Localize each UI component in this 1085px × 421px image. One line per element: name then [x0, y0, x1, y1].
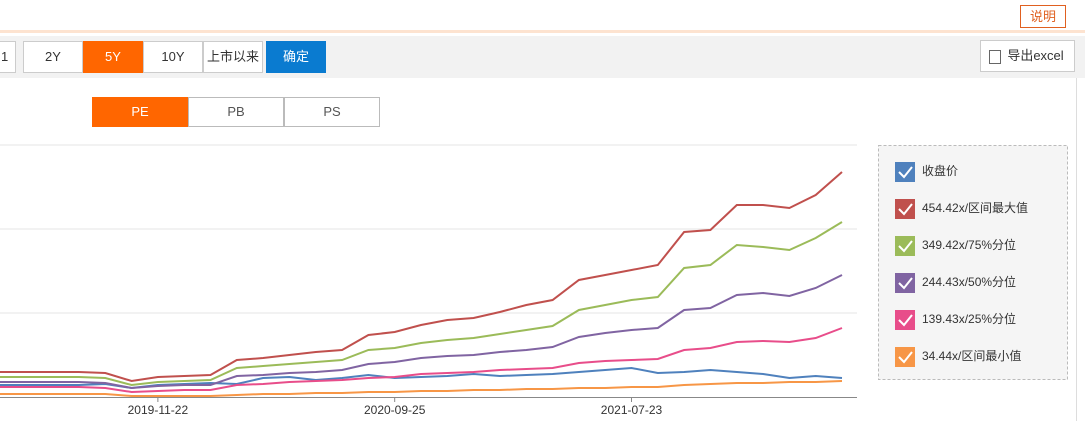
check-mark: [898, 166, 913, 179]
range-button[interactable]: 2Y: [23, 41, 83, 73]
divider: [1076, 78, 1077, 421]
export-label: 导出excel: [1007, 48, 1064, 63]
line: [0, 327, 843, 394]
date-input[interactable]: 1: [0, 41, 16, 73]
legend-checkbox[interactable]: [895, 273, 915, 293]
line: [0, 171, 843, 383]
line: [0, 221, 843, 387]
line: [0, 366, 843, 390]
legend-checkbox[interactable]: [895, 199, 915, 219]
legend-checkbox[interactable]: [895, 236, 915, 256]
x-tick-label: 2020-09-25: [364, 403, 426, 417]
range-button[interactable]: 5Y: [83, 41, 143, 73]
line: [0, 274, 843, 390]
tab[interactable]: PE: [92, 97, 188, 127]
check-mark: [898, 314, 913, 327]
range-button[interactable]: 10Y: [143, 41, 203, 73]
check-mark: [898, 351, 913, 364]
x-tick-label: 2021-07-23: [601, 403, 663, 417]
legend-label: 244.43x/50%分位: [922, 274, 1016, 289]
toolbar: 1 2Y 5Y 10Y 上市以来 确定 导出excel: [0, 36, 1085, 78]
legend-checkbox[interactable]: [895, 162, 915, 182]
x-tick-label: 2019-11-22: [128, 403, 189, 417]
top-bar: 说明: [0, 0, 1085, 33]
confirm-button[interactable]: 确定: [266, 41, 326, 73]
legend-label: 34.44x/区间最小值: [922, 348, 1021, 363]
range-button[interactable]: 上市以来: [203, 41, 263, 73]
check-mark: [898, 203, 913, 216]
legend-checkbox[interactable]: [895, 347, 915, 367]
help-button[interactable]: 说明: [1020, 5, 1066, 28]
legend-label: 454.42x/区间最大值: [922, 200, 1028, 215]
legend-label: 139.43x/25%分位: [922, 311, 1016, 326]
legend-checkbox[interactable]: [895, 310, 915, 330]
export-button[interactable]: 导出excel: [980, 40, 1075, 72]
line: [0, 380, 843, 397]
tab[interactable]: PB: [188, 97, 284, 127]
check-mark: [898, 277, 913, 290]
check-mark: [898, 240, 913, 253]
excel-icon: [989, 50, 1001, 64]
legend-label: 收盘价: [922, 163, 958, 178]
legend-box: [878, 145, 1068, 380]
legend-label: 349.42x/75%分位: [922, 237, 1016, 252]
tab[interactable]: PS: [284, 97, 380, 127]
